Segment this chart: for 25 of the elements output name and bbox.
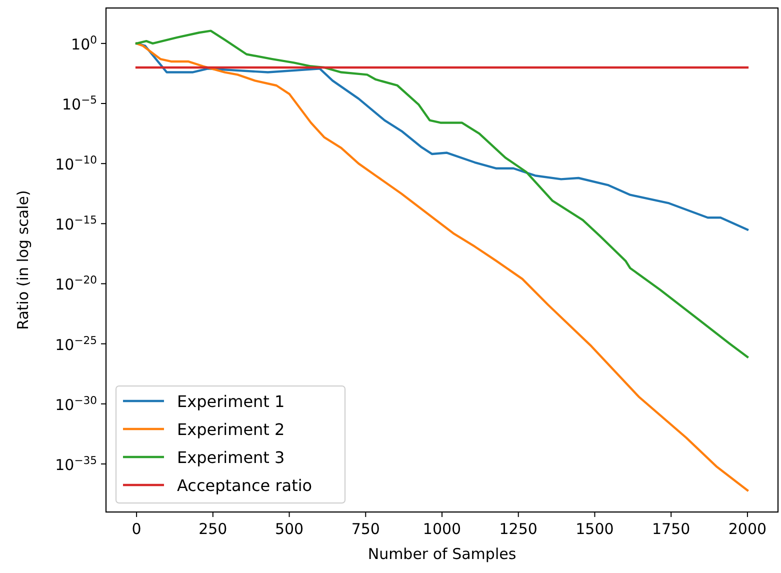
y-tick-label: 10$^{−25}$ — [55, 333, 97, 354]
legend-label: Acceptance ratio — [177, 476, 312, 495]
y-tick-label: 10$^{−5}$ — [62, 93, 97, 114]
legend-label: Experiment 1 — [177, 392, 285, 411]
x-tick-label: 1500 — [576, 520, 614, 538]
y-tick-label: 10$^{0}$ — [71, 32, 98, 54]
x-tick-label: 1750 — [652, 520, 690, 538]
x-tick-label: 500 — [274, 520, 304, 538]
x-tick-label: 0 — [132, 520, 142, 538]
line-series — [135, 42, 749, 231]
y-axis-title: Ratio (in log scale) — [14, 190, 32, 330]
x-tick-label: 750 — [351, 520, 380, 538]
legend-label: Experiment 3 — [177, 448, 285, 467]
x-tick-label: 1000 — [422, 520, 462, 538]
y-tick-label: 10$^{−35}$ — [55, 453, 97, 474]
line-series — [135, 30, 749, 358]
x-axis-title: Number of Samples — [368, 545, 516, 563]
y-tick-label: 10$^{−15}$ — [55, 213, 97, 234]
x-tick-label: 1250 — [499, 520, 538, 538]
y-tick-label: 10$^{−10}$ — [55, 153, 98, 174]
legend-label: Experiment 2 — [177, 420, 285, 439]
x-tick-label: 2000 — [728, 520, 767, 538]
y-tick-label: 10$^{−20}$ — [55, 273, 98, 294]
x-tick-label: 250 — [198, 520, 228, 538]
y-tick-label: 10$^{−30}$ — [55, 393, 98, 414]
